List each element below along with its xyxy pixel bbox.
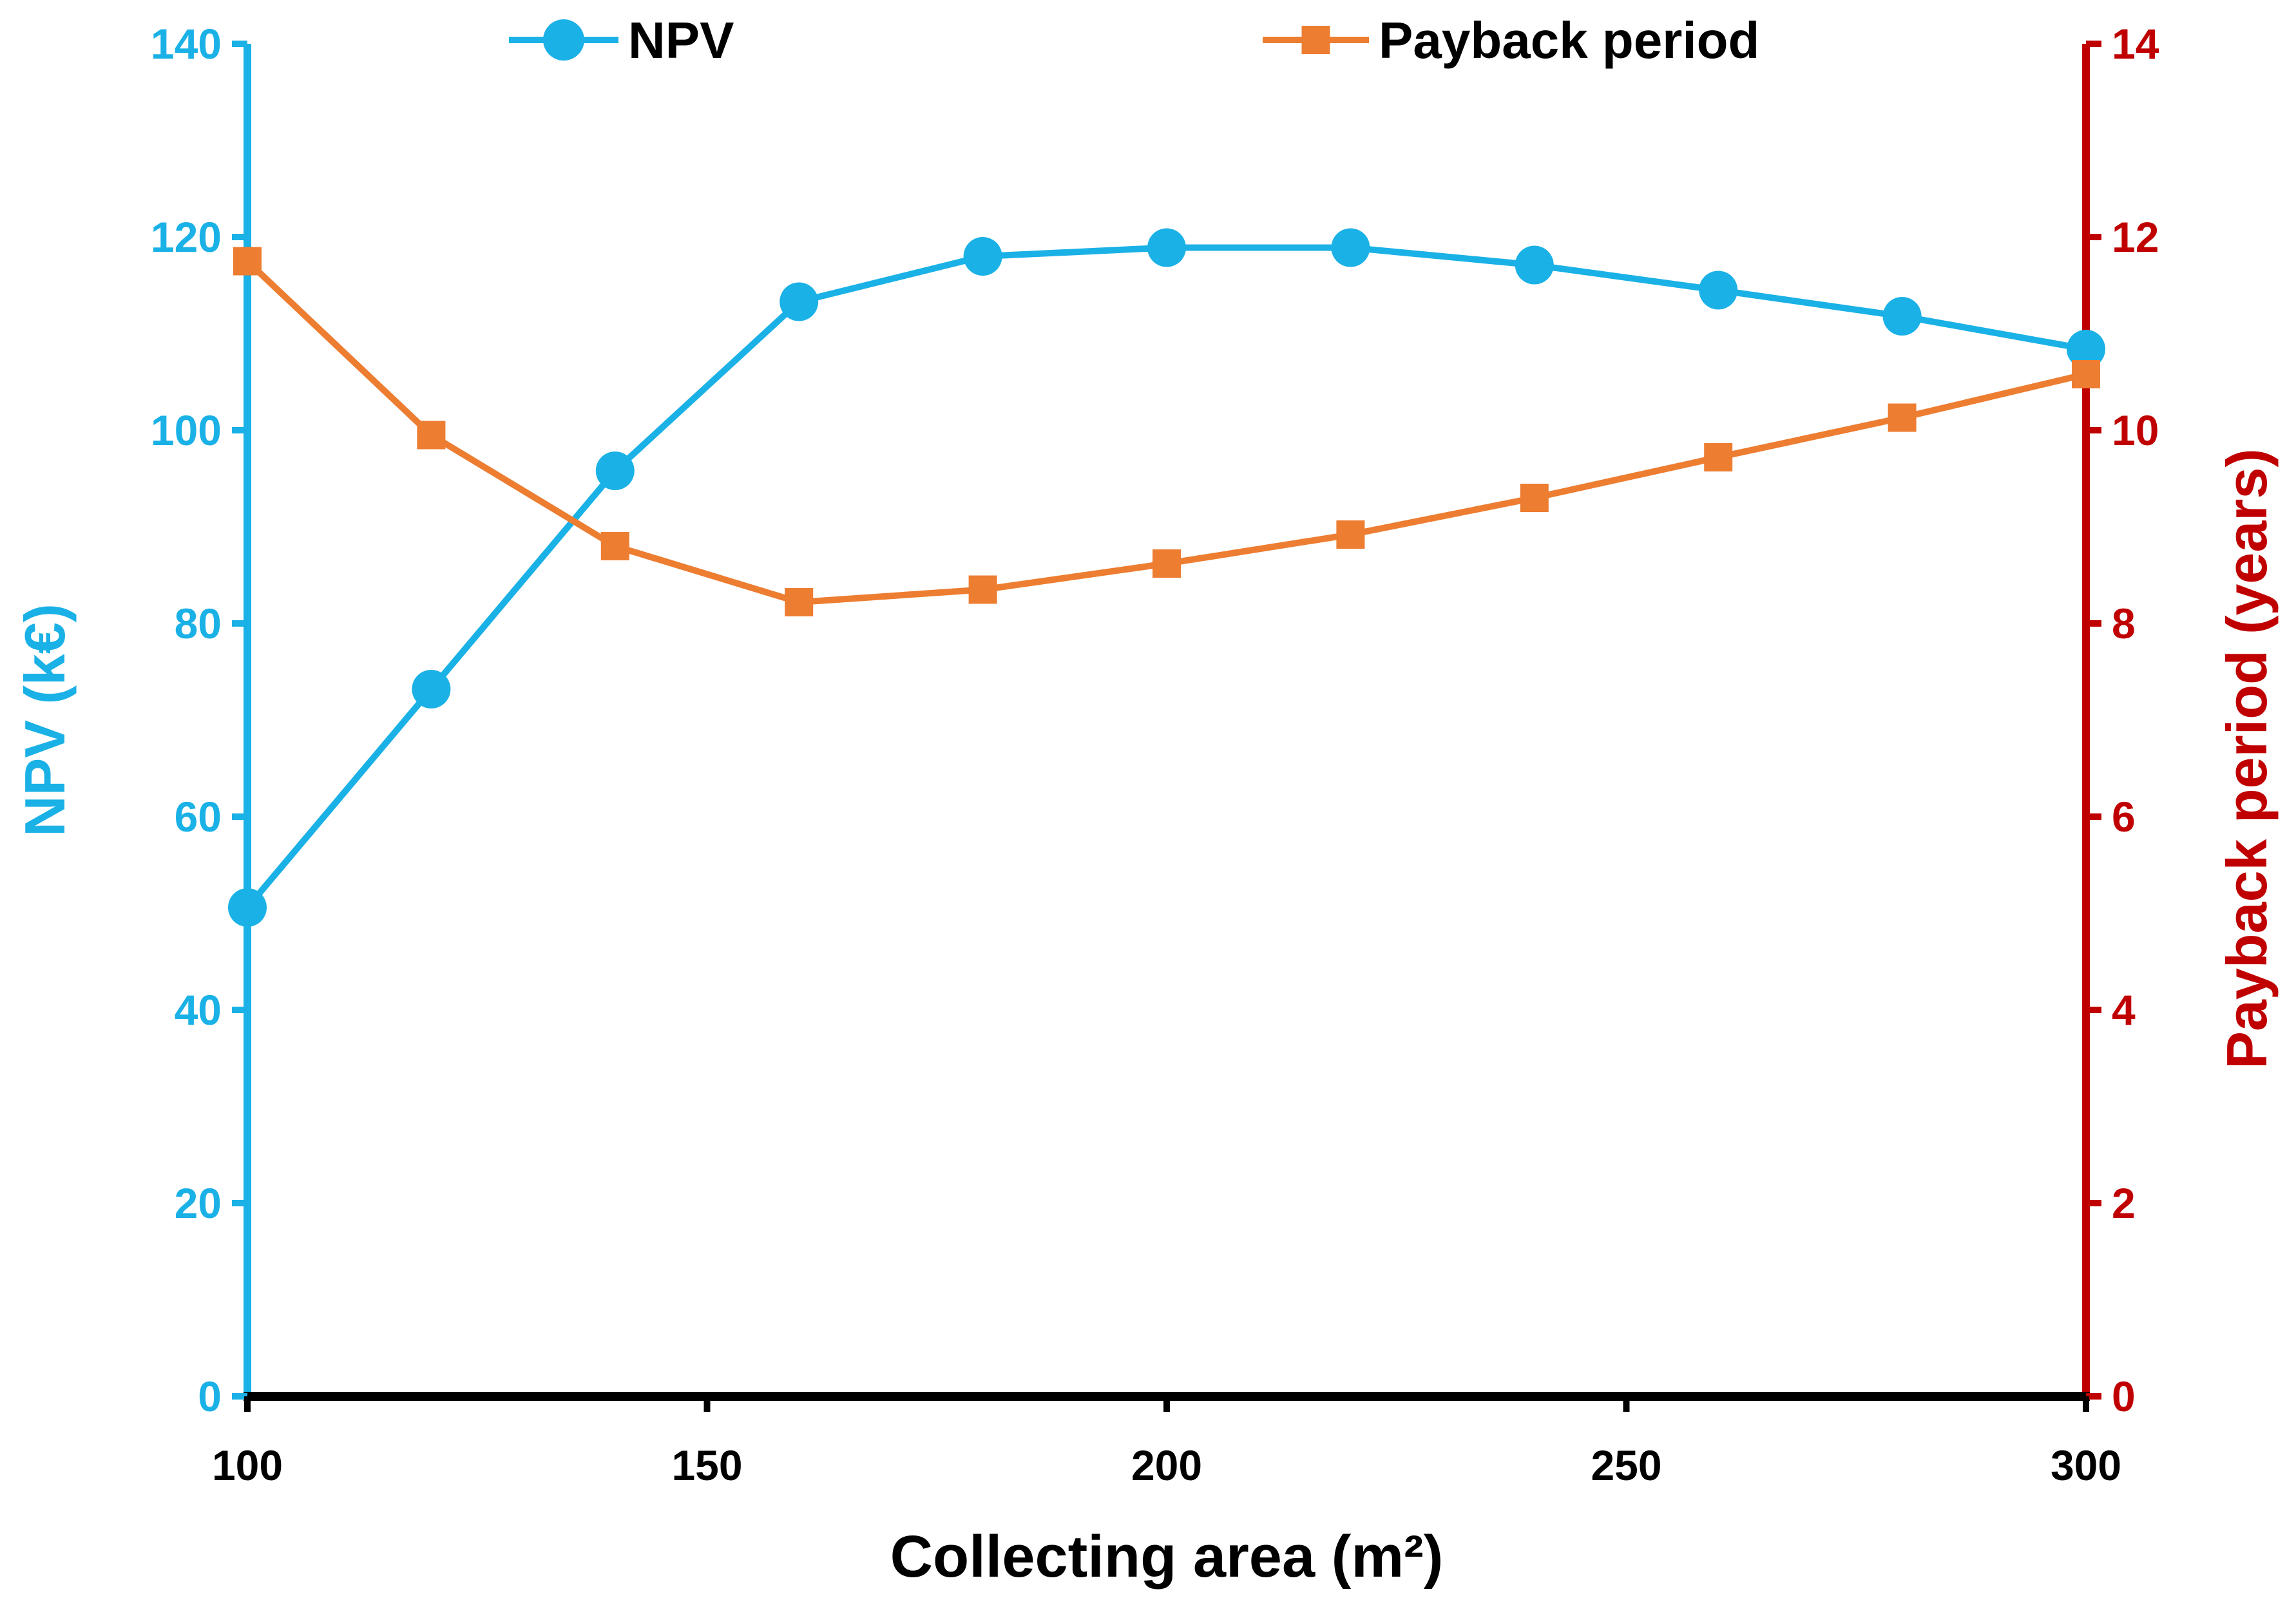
x-tick-label: 250 [1591, 1441, 1661, 1489]
y-right-tick-label: 12 [2112, 213, 2159, 261]
npv-point [412, 670, 451, 708]
y-axis-left-title: NPV (k€) [13, 603, 77, 837]
legend-marker-square [1301, 26, 1330, 54]
series-layer [228, 228, 2105, 927]
x-tick-label: 300 [2051, 1441, 2121, 1489]
legend-label: Payback period [1379, 12, 1759, 69]
y-right-tick-label: 10 [2112, 406, 2159, 454]
x-tick-label: 200 [1131, 1441, 1202, 1489]
payback-point [1153, 549, 1181, 578]
npv-point [963, 237, 1002, 276]
y-left-tick-label: 20 [175, 1179, 222, 1227]
x-tick-label: 100 [212, 1441, 283, 1489]
npv-point [780, 282, 819, 321]
npv-point [595, 451, 635, 490]
y-right-tick-label: 0 [2112, 1372, 2136, 1420]
ticks: 0 20 40 60 80 100 120 140 0 2 4 6 8 10 12 14 100 150 200 25… [151, 20, 2159, 1489]
y-right-tick-label: 14 [2112, 20, 2159, 68]
y-right-tick-label: 2 [2112, 1179, 2136, 1227]
y-left-tick-label: 140 [151, 20, 222, 68]
npv-point [1882, 297, 1922, 336]
x-tick-label: 150 [671, 1441, 742, 1489]
y-left-tick-label: 0 [198, 1372, 222, 1420]
legend-marker-circle [543, 19, 584, 61]
npv-point [1147, 228, 1186, 267]
y-left-tick-label: 60 [175, 793, 222, 840]
y-left-tick-label: 80 [175, 600, 222, 647]
y-left-tick-label: 40 [175, 986, 222, 1034]
y-right-tick-label: 4 [2112, 986, 2136, 1034]
npv-point [1515, 245, 1554, 285]
payback-point [2072, 360, 2100, 388]
y-right-tick-label: 6 [2112, 793, 2136, 840]
payback-point [600, 532, 629, 560]
payback-point [417, 421, 446, 450]
payback-point [968, 575, 997, 604]
y-left-tick-label: 120 [151, 213, 222, 261]
npv-point [1699, 271, 1738, 310]
payback-point [1520, 484, 1549, 512]
y-axis-right-title: Payback period (years) [2215, 448, 2279, 1069]
y-left-tick-label: 100 [151, 406, 222, 454]
payback-point [1888, 403, 1917, 432]
legend-label: NPV [628, 12, 734, 69]
npv-point [228, 888, 267, 927]
payback-point [1704, 443, 1733, 471]
legend: NPV Payback period [509, 12, 1759, 69]
payback-point [1336, 520, 1365, 549]
npv-point [1331, 228, 1370, 267]
payback-point [785, 588, 814, 616]
npv-point [2067, 330, 2105, 368]
x-axis-title: Collecting area (m²) [890, 1524, 1444, 1590]
payback-point [233, 247, 262, 276]
y-right-tick-label: 8 [2112, 600, 2136, 647]
